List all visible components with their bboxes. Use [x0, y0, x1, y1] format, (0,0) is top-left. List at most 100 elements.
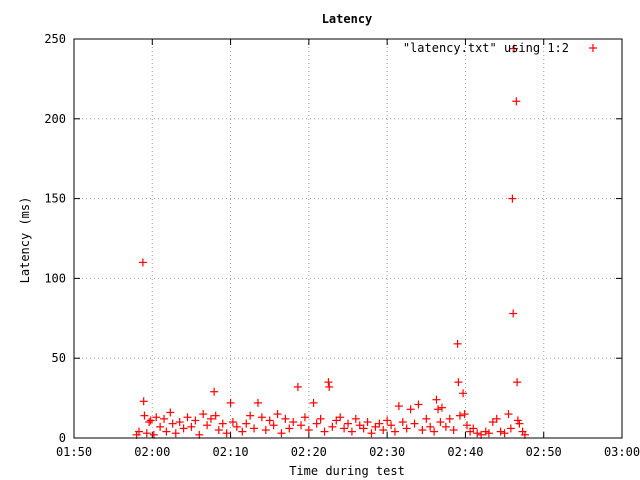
x-tick-label: 02:40 — [447, 445, 483, 459]
data-point — [304, 426, 313, 435]
data-point — [445, 414, 454, 423]
data-point — [162, 427, 171, 436]
y-tick-label: 200 — [44, 112, 66, 126]
data-point — [367, 429, 376, 438]
data-point — [218, 419, 227, 428]
data-point — [426, 422, 435, 431]
data-point — [160, 414, 169, 423]
data-point — [210, 387, 219, 396]
data-point — [406, 405, 415, 414]
data-point — [171, 429, 180, 438]
data-point — [363, 418, 372, 427]
data-point — [328, 422, 337, 431]
data-point — [149, 430, 158, 439]
data-point — [441, 422, 450, 431]
data-point — [152, 413, 161, 422]
data-point — [436, 418, 445, 427]
data-point — [484, 429, 493, 438]
data-point — [432, 395, 441, 404]
data-point — [410, 419, 419, 428]
x-axis-label: Time during test — [289, 464, 405, 478]
data-point — [509, 309, 518, 318]
data-point — [508, 194, 517, 203]
data-point — [462, 421, 471, 430]
legend-label: "latency.txt" using 1:2 — [403, 41, 569, 55]
data-point — [226, 398, 235, 407]
data-point — [199, 410, 208, 419]
data-point — [375, 419, 384, 428]
data-point — [214, 426, 223, 435]
data-point — [460, 410, 469, 419]
data-point — [473, 429, 482, 438]
grid-lines — [74, 39, 622, 438]
data-point — [175, 418, 184, 427]
data-point — [520, 430, 529, 439]
legend: "latency.txt" using 1:2 — [403, 41, 597, 55]
data-point — [273, 410, 282, 419]
data-point — [203, 421, 212, 430]
data-point — [211, 411, 220, 420]
data-point — [324, 378, 333, 387]
data-point — [228, 418, 237, 427]
data-point — [300, 413, 309, 422]
data-point — [469, 424, 478, 433]
data-point — [398, 418, 407, 427]
data-point — [359, 424, 368, 433]
data-points — [132, 44, 529, 439]
y-tick-label: 250 — [44, 32, 66, 46]
data-point — [434, 405, 443, 414]
data-point — [257, 413, 266, 422]
data-point — [492, 414, 501, 423]
data-point — [250, 424, 259, 433]
data-point — [261, 426, 270, 435]
data-point — [379, 426, 388, 435]
data-point — [145, 418, 154, 427]
data-point — [500, 429, 509, 438]
data-point — [496, 427, 505, 436]
data-point — [459, 389, 468, 398]
x-tick-label: 02:50 — [526, 445, 562, 459]
data-point — [140, 411, 149, 420]
chart-title: Latency — [322, 12, 373, 26]
data-point — [414, 400, 423, 409]
data-point — [336, 413, 345, 422]
data-point — [293, 382, 302, 391]
data-point — [238, 427, 247, 436]
data-point — [281, 414, 290, 423]
y-tick-label: 100 — [44, 271, 66, 285]
data-point — [142, 429, 151, 438]
data-point — [506, 424, 515, 433]
data-point — [402, 424, 411, 433]
x-tick-label: 02:00 — [134, 445, 170, 459]
data-point — [297, 421, 306, 430]
x-tick-label: 02:10 — [213, 445, 249, 459]
data-point — [253, 398, 262, 407]
y-axis-label: Latency (ms) — [18, 197, 32, 284]
x-tick-label: 03:00 — [604, 445, 640, 459]
data-point — [166, 408, 175, 417]
data-point — [277, 429, 286, 438]
data-point — [195, 430, 204, 439]
data-point — [394, 402, 403, 411]
data-point — [312, 419, 321, 428]
data-point — [191, 416, 200, 425]
data-point — [134, 427, 143, 436]
data-point — [422, 414, 431, 423]
data-point — [390, 427, 399, 436]
plot-frame — [73, 38, 623, 439]
data-point — [344, 419, 352, 428]
data-point — [449, 426, 458, 435]
data-point — [222, 429, 231, 438]
data-point — [207, 414, 215, 423]
data-point — [289, 418, 298, 427]
data-point — [418, 426, 427, 435]
data-point — [168, 419, 177, 428]
data-point — [383, 416, 392, 425]
data-point — [316, 414, 325, 423]
data-point — [139, 397, 148, 406]
data-point — [187, 422, 196, 431]
data-point — [454, 378, 463, 387]
data-point — [512, 97, 521, 106]
